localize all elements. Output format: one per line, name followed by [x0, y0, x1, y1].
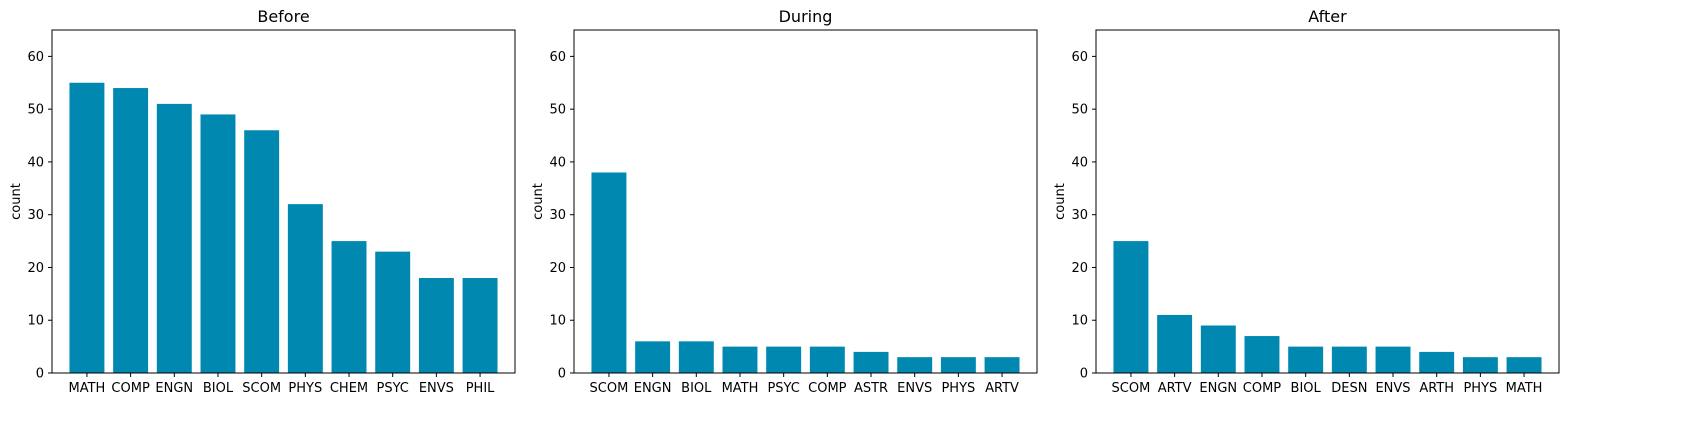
chart-title: Before	[257, 7, 309, 26]
bar-engn	[1200, 325, 1236, 373]
bar-engn	[156, 103, 192, 373]
bar-psyc	[766, 346, 802, 373]
x-tick-label: ENVS	[419, 381, 454, 396]
bar-scom	[591, 172, 627, 373]
y-tick-label: 30	[1071, 208, 1088, 223]
x-tick-label: ENGN	[155, 381, 193, 396]
x-tick-label: ARTV	[985, 381, 1019, 396]
bar-envs	[418, 278, 454, 373]
y-tick-label: 0	[36, 367, 44, 382]
plot-frame	[51, 29, 516, 374]
bar-biol	[200, 114, 236, 374]
y-tick-label: 60	[27, 50, 44, 65]
bar-desn	[1331, 346, 1367, 373]
y-tick-label: 50	[27, 103, 44, 118]
x-tick-label: MATH	[722, 381, 759, 396]
bar-envs	[1375, 346, 1411, 373]
y-tick-label: 0	[558, 367, 566, 382]
x-tick-label: COMP	[808, 381, 847, 396]
plot-frame	[573, 29, 1038, 374]
x-tick-label: DESN	[1331, 381, 1367, 396]
y-tick-label: 50	[549, 103, 566, 118]
bar-envs	[897, 357, 933, 373]
bar-phil	[462, 278, 498, 373]
x-tick-label: ARTH	[1419, 381, 1454, 396]
bar-math	[1506, 357, 1542, 373]
y-axis-label: count	[1053, 183, 1068, 220]
bar-biol	[1288, 346, 1324, 373]
chart-title: After	[1308, 7, 1347, 26]
x-tick-label: BIOL	[1291, 381, 1322, 396]
y-tick-label: 40	[27, 155, 44, 170]
x-tick-label: CHEM	[330, 381, 368, 396]
bar-astr	[853, 351, 889, 373]
bar-chem	[331, 241, 367, 373]
x-tick-label: PSYC	[376, 381, 408, 396]
bar-psyc	[375, 251, 411, 373]
y-tick-label: 20	[549, 261, 566, 276]
x-tick-label: ENGN	[634, 381, 672, 396]
bar-scom	[1113, 241, 1149, 373]
bar-biol	[678, 341, 714, 373]
chart-panel-before: MATH COMP ENGN BIOL SCOM PHYS CHEM PSYC ENVS PHIL…	[9, 7, 516, 396]
x-tick-label: COMP	[111, 381, 150, 396]
bar-phys	[287, 204, 323, 373]
x-tick-label: PHYS	[941, 381, 975, 396]
x-tick-label: PHYS	[288, 381, 322, 396]
bar-artv	[984, 357, 1020, 373]
bar-comp	[113, 88, 149, 374]
x-tick-label: ARTV	[1158, 381, 1192, 396]
plot-frame	[1095, 29, 1560, 374]
y-tick-label: 60	[1071, 50, 1088, 65]
x-tick-label: COMP	[1243, 381, 1282, 396]
bar-phys	[940, 357, 976, 373]
y-tick-label: 20	[27, 261, 44, 276]
y-axis-label: count	[531, 183, 546, 220]
y-tick-label: 10	[549, 314, 566, 329]
x-tick-label: ENGN	[1199, 381, 1237, 396]
x-tick-label: PHIL	[466, 381, 495, 396]
y-tick-label: 0	[1080, 367, 1088, 382]
bar-comp	[1244, 336, 1280, 373]
y-tick-label: 20	[1071, 261, 1088, 276]
y-tick-label: 10	[27, 314, 44, 329]
y-tick-label: 10	[1071, 314, 1088, 329]
bar-arth	[1419, 351, 1455, 373]
bar-math	[722, 346, 758, 373]
x-tick-label: SCOM	[1112, 381, 1151, 396]
x-tick-label: ASTR	[854, 381, 888, 396]
x-tick-label: PHYS	[1463, 381, 1497, 396]
y-tick-label: 40	[549, 155, 566, 170]
bar-artv	[1157, 314, 1193, 373]
y-axis-label: count	[9, 183, 24, 220]
y-tick-label: 30	[549, 208, 566, 223]
chart-panel-during: SCOM ENGN BIOL MATH PSYC COMP ASTR ENVS PHYS ARTV…	[531, 7, 1038, 396]
chart-title: During	[779, 7, 833, 26]
y-tick-label: 30	[27, 208, 44, 223]
bar-comp	[809, 346, 845, 373]
x-tick-label: MATH	[69, 381, 106, 396]
x-tick-label: SCOM	[242, 381, 281, 396]
y-tick-label: 50	[1071, 103, 1088, 118]
x-tick-label: ENVS	[1375, 381, 1410, 396]
x-tick-label: PSYC	[767, 381, 799, 396]
x-tick-label: BIOL	[203, 381, 234, 396]
x-tick-label: BIOL	[681, 381, 712, 396]
x-tick-label: ENVS	[897, 381, 932, 396]
bar-math	[69, 82, 105, 374]
bar-phys	[1462, 357, 1498, 373]
y-tick-label: 60	[549, 50, 566, 65]
bar-scom	[244, 130, 280, 373]
bar-engn	[635, 341, 671, 373]
chart-panel-after: SCOM ARTV ENGN COMP BIOL DESN ENVS ARTH PHYS MATH…	[1053, 7, 1560, 396]
y-tick-label: 40	[1071, 155, 1088, 170]
x-tick-label: MATH	[1506, 381, 1543, 396]
x-tick-label: SCOM	[590, 381, 629, 396]
